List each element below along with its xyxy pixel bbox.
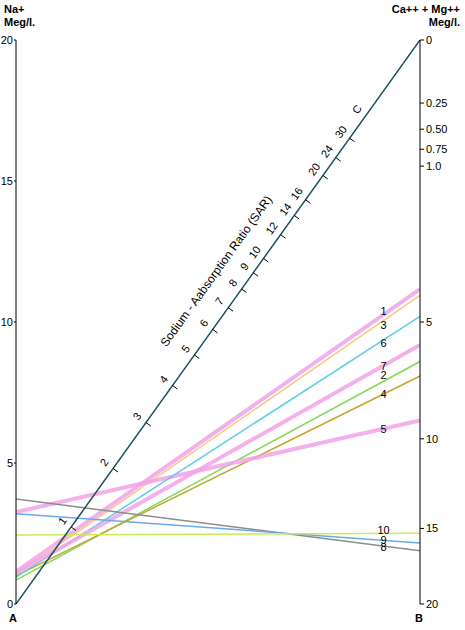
svg-text:4: 4 [381, 388, 387, 400]
html-text:Ca++ + Mg++: Ca++ + Mg++ [391, 3, 460, 15]
svg-text:6: 6 [381, 337, 387, 349]
svg-text:8: 8 [380, 541, 387, 554]
svg-text:C: C [350, 102, 364, 115]
svg-text:4: 4 [157, 373, 170, 385]
svg-text:30: 30 [332, 123, 349, 140]
svg-text:24: 24 [318, 143, 335, 160]
svg-text:2: 2 [97, 456, 110, 468]
svg-text:7: 7 [381, 360, 387, 372]
svg-text:5: 5 [381, 423, 387, 435]
svg-text:12: 12 [263, 220, 280, 237]
html-text:Meg/l.: Meg/l. [428, 16, 460, 28]
svg-text:3: 3 [381, 319, 387, 331]
svg-text:0.50: 0.50 [426, 123, 447, 135]
svg-text:9: 9 [238, 260, 251, 272]
svg-text:15: 15 [8, 175, 13, 187]
svg-text:7: 7 [213, 295, 226, 307]
svg-text:20: 20 [426, 598, 438, 610]
svg-text:2: 2 [380, 369, 387, 382]
svg-text:10: 10 [8, 316, 13, 328]
svg-text:20: 20 [8, 34, 13, 46]
svg-text:Sodium - Aabsorption Ratio (SA: Sodium - Aabsorption Ratio (SAR) [158, 193, 275, 349]
svg-text:10: 10 [246, 244, 263, 261]
svg-text:16: 16 [288, 185, 305, 202]
svg-text:6: 6 [197, 317, 210, 329]
svg-text:10: 10 [426, 433, 438, 445]
svg-text:10: 10 [378, 524, 390, 536]
svg-text:5: 5 [426, 316, 432, 328]
svg-text:14: 14 [277, 201, 294, 218]
html-text:Meg/l.: Meg/l. [4, 16, 36, 28]
svg-text:20: 20 [306, 161, 323, 178]
html-text:A: A [9, 612, 17, 624]
svg-text:8: 8 [226, 277, 239, 289]
svg-text:0.25: 0.25 [426, 97, 447, 109]
svg-text:5: 5 [8, 457, 13, 469]
html-text:B: B [415, 612, 423, 624]
svg-text:5: 5 [179, 343, 192, 355]
svg-text:0.75: 0.75 [426, 143, 447, 155]
svg-text:1: 1 [56, 515, 69, 527]
svg-text:1.0: 1.0 [426, 160, 441, 172]
svg-text:0: 0 [8, 598, 13, 610]
svg-text:1: 1 [381, 305, 387, 317]
html-text:Na+: Na+ [4, 3, 25, 15]
svg-text:3: 3 [130, 410, 143, 422]
svg-text:9: 9 [380, 534, 387, 547]
svg-text:0: 0 [426, 34, 432, 46]
svg-text:15: 15 [426, 522, 438, 534]
